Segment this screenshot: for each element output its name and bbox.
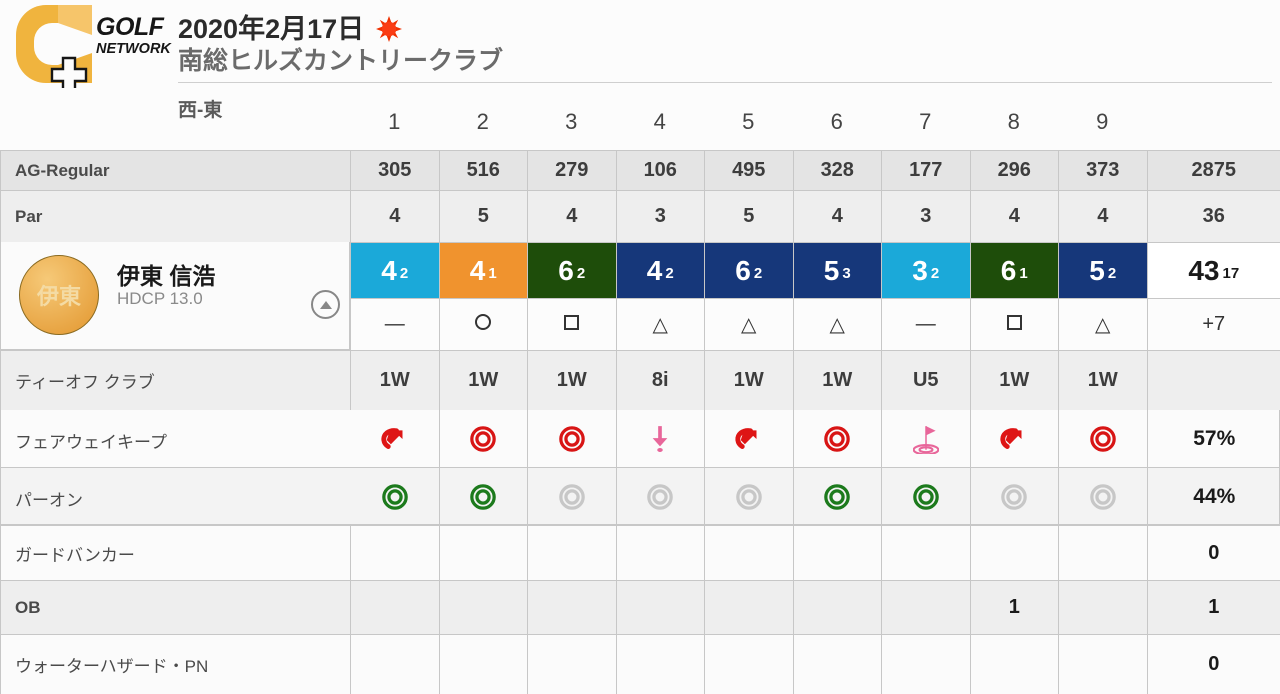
svg-text:NETWORK: NETWORK xyxy=(96,41,172,57)
svg-text:GOLF: GOLF xyxy=(96,13,165,41)
